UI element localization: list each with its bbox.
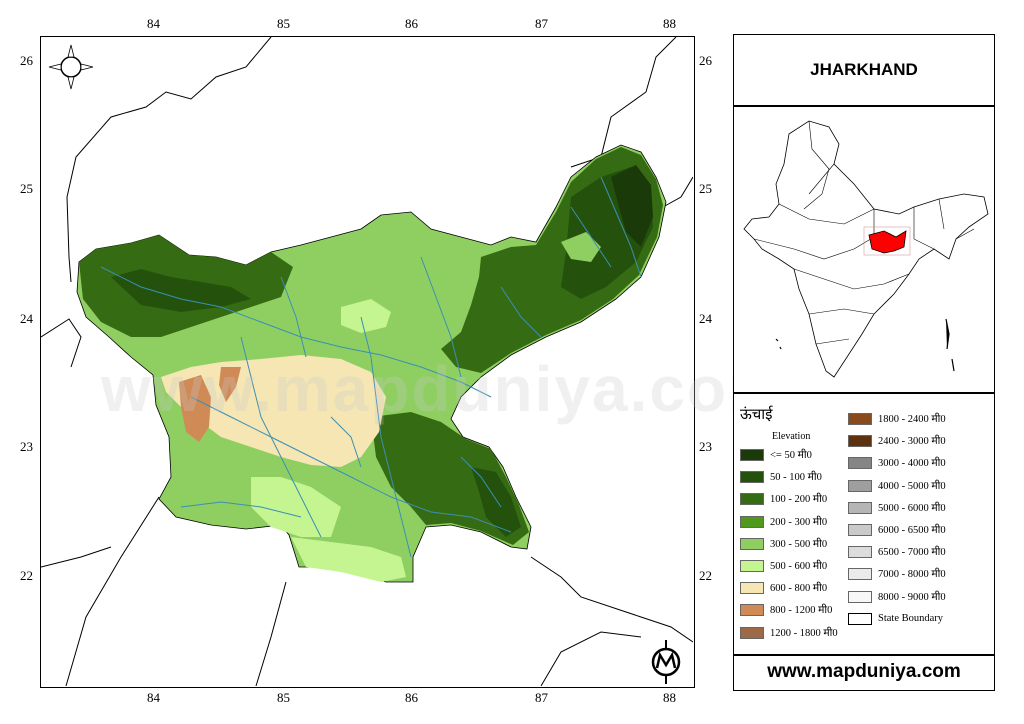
lat-tick-left-23: 23 [20,439,33,454]
lat-tick-left-26: 26 [20,53,33,68]
elevation-map-svg [41,37,693,686]
legend-right-item: 5000 - 6000 मी0 [848,500,946,516]
legend-swatch [848,524,872,536]
lon-tick-top-86: 86 [405,16,418,31]
legend-swatch [848,590,872,603]
divider-legend [734,392,994,394]
legend-right-item: 6000 - 6500 मी0 [848,522,946,538]
legend-label: 100 - 200 मी0 [770,494,828,506]
legend-label: <= 50 मी0 [770,450,812,461]
lon-tick-bottom-88: 88 [663,690,676,705]
legend-label: 5000 - 6000 मी0 [878,502,946,514]
legend-swatch [848,568,872,581]
legend-label: 8000 - 9000 मी0 [878,591,946,603]
divider-bottom [734,654,994,656]
lat-tick-right-24: 24 [699,311,712,326]
map-title: JHARKHAND [810,60,918,79]
legend-swatch [848,479,872,492]
legend-label: State Boundary [878,613,944,625]
website-url: www.mapduniya.com [767,661,961,682]
legend-right-item: 4000 - 5000 मी0 [848,478,946,494]
lat-tick-left-25: 25 [20,181,33,196]
legend-label: 800 - 1200 मी0 [770,605,833,617]
legend-swatch [848,413,872,425]
main-map: www.mapduniya.com [40,36,785,688]
legend-right-item: 2400 - 3000 मी0 [848,433,946,449]
legend-swatch [848,546,872,559]
lon-tick-bottom-84: 84 [147,690,160,705]
lon-tick-top-84: 84 [147,16,160,31]
legend-swatch [848,501,872,514]
india-inset-map [743,120,989,378]
mapduniya-logo-icon [651,640,681,684]
river-network [100,176,642,558]
legend-swatch [740,449,764,461]
legend-left-item: <= 50 मी0 [740,447,812,463]
lon-tick-top-85: 85 [277,16,290,31]
legend-label: 7000 - 8000 मी0 [878,569,946,581]
legend-left-item: 1200 - 1800 मी0 [740,625,838,641]
legend-left-item: 100 - 200 मी0 [740,491,827,507]
legend-right-item: 3000 - 4000 मी0 [848,455,946,471]
legend-label: 50 - 100 मी0 [770,472,822,484]
lon-tick-bottom-85: 85 [277,690,290,705]
legend-right-item: 6500 - 7000 मी0 [848,544,946,560]
legend-swatch [848,457,872,470]
legend-label: 4000 - 5000 मी0 [878,480,946,492]
legend-swatch [740,493,764,506]
legend-label: 2400 - 3000 मी0 [878,436,946,448]
legend-label: 6500 - 7000 मी0 [878,547,946,559]
lon-tick-top-87: 87 [535,16,548,31]
legend-label: 600 - 800 मी0 [770,583,828,595]
legend-label: 200 - 300 मी0 [770,516,828,528]
lat-tick-right-22: 22 [699,568,712,583]
legend-label: 500 - 600 मी0 [770,561,828,572]
legend-right-item: 7000 - 8000 मी0 [848,566,946,582]
legend-swatch [848,435,872,448]
legend-title: ऊंचाई [740,407,773,423]
lon-tick-bottom-87: 87 [535,690,548,705]
legend-left-item: 50 - 100 मी0 [740,469,822,485]
legend-swatch [740,471,764,484]
legend-swatch [848,612,872,625]
lon-tick-bottom-86: 86 [405,690,418,705]
divider-top [734,105,994,107]
legend-label: 1200 - 1800 मी0 [770,627,838,639]
legend-label: 300 - 500 मी0 [770,538,828,550]
right-panel: JHARKHAND ऊंचाई Elevation www.mapduniya.… [733,34,995,691]
lat-tick-left-24: 24 [20,311,33,326]
legend-right-item: 8000 - 9000 मी0 [848,589,946,605]
legend-left-item: 500 - 600 मी0 [740,558,827,574]
legend-swatch [740,537,764,550]
legend-swatch [740,626,764,639]
legend-left-item: 800 - 1200 मी0 [740,602,832,618]
legend-label: 1800 - 2400 मी0 [878,414,946,425]
legend-label: 3000 - 4000 मी0 [878,458,946,470]
legend-left-item: 200 - 300 मी0 [740,514,827,530]
lat-tick-left-22: 22 [20,568,33,583]
lon-tick-top-88: 88 [663,16,676,31]
legend-swatch [740,560,764,572]
legend-label: 6000 - 6500 मी0 [878,525,946,536]
lat-tick-right-25: 25 [699,181,712,196]
compass-icon [48,44,94,90]
legend-swatch [740,604,764,617]
legend-left-item: 600 - 800 मी0 [740,580,827,596]
legend-right-item: 1800 - 2400 मी0 [848,411,946,427]
legend-subtitle: Elevation [772,431,811,442]
lat-tick-right-23: 23 [699,439,712,454]
legend-left-item: 300 - 500 मी0 [740,536,827,552]
legend-swatch [740,515,764,528]
legend-right-item: State Boundary [848,611,943,627]
lat-tick-right-26: 26 [699,53,712,68]
jharkhand-highlight [868,230,907,254]
legend-swatch [740,582,764,595]
